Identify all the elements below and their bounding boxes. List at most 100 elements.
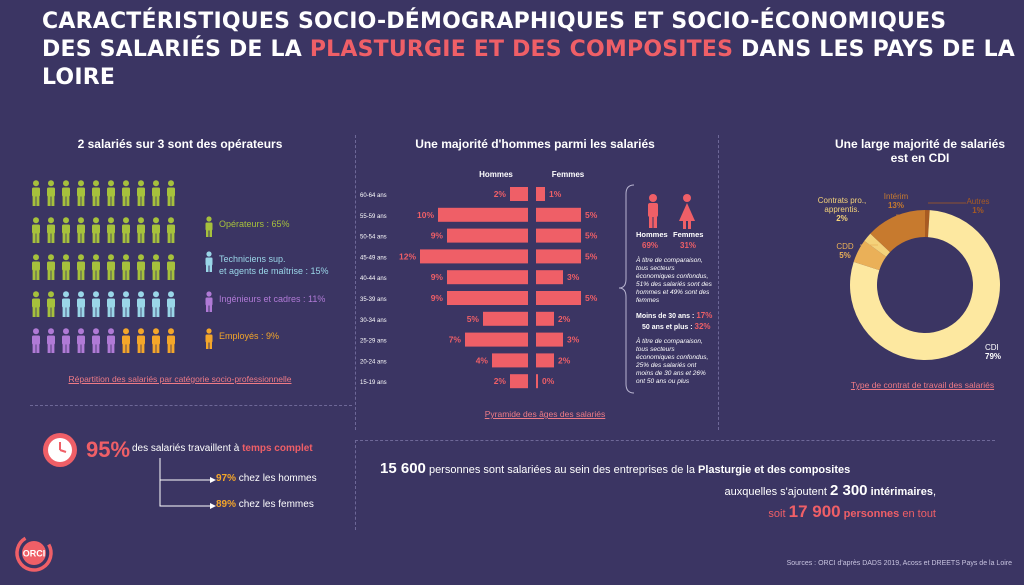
person-icon [107, 291, 115, 317]
donut-slice [925, 210, 930, 238]
pyramid-col-men: Hommes [479, 170, 513, 179]
person-icon [205, 328, 213, 349]
summary-line-2: auxquelles s'ajoutent 2 300 intérimaires… [724, 482, 936, 499]
csp-section-title: 2 salariés sur 3 sont des opérateurs [77, 137, 283, 151]
pyramid-bar-women [536, 311, 554, 326]
age-over50: 50 ans et plus : 32% [642, 322, 711, 331]
donut-value: 2% [836, 214, 848, 223]
separator [30, 405, 352, 406]
pyramid-col-women: Femmes [552, 170, 585, 179]
pyramid-bar-women [536, 374, 538, 389]
pyramid-bar-men [438, 207, 528, 222]
pyramid-label-men: 4% [476, 355, 489, 365]
fulltime-pct: 95% [86, 437, 131, 462]
page-title: CARACTÉRISTIQUES SOCIO-DÉMOGRAPHIQUES ET… [42, 8, 1024, 92]
pyramid-label-men: 2% [494, 189, 507, 199]
pyramid-age-label: 50-54 ans [360, 235, 387, 241]
pyramid-bar-women [536, 249, 581, 264]
csp-link[interactable]: Répartition des salariés par catégorie s… [68, 374, 292, 384]
contract-link[interactable]: Type de contrat de travail des salariés [850, 380, 995, 390]
person-icon [152, 217, 160, 243]
person-icon [107, 180, 115, 206]
fulltime-men: 97% chez les hommes [216, 473, 317, 484]
pyramid-age-label: 40-44 ans [360, 276, 387, 282]
gender-women-label: Femmes [673, 230, 704, 239]
pyramid-title: Une majorité d'hommes parmi les salariés [415, 137, 655, 151]
pyramid-label-women: 5% [585, 293, 598, 303]
person-icon [32, 254, 40, 280]
pyramid-bar-women [536, 353, 554, 368]
person-icon [167, 291, 175, 317]
person-icon [167, 217, 175, 243]
pyramid-bar-men [447, 291, 528, 305]
fulltime-arrows [159, 458, 216, 509]
title-highlight: PLASTURGIE ET DES COMPOSITES [309, 37, 734, 62]
gender-men-pct: 69% [642, 241, 659, 250]
pyramid-age-label: 55-59 ans [360, 214, 387, 220]
person-icon [137, 217, 145, 243]
pyramid-label-men: 12% [399, 251, 416, 261]
person-icon [92, 291, 100, 317]
pyramid-label-women: 2% [558, 314, 571, 324]
person-icon [92, 217, 100, 243]
person-icon [152, 291, 160, 317]
age-note: À titre de comparaison, tous secteurs éc… [636, 338, 709, 385]
person-icon [205, 216, 213, 237]
person-icon [32, 180, 40, 206]
person-icon [62, 328, 70, 353]
pyramid-bar-men [483, 311, 528, 326]
person-icon [77, 291, 85, 317]
person-icon [137, 254, 145, 280]
donut-label: CDD [836, 242, 854, 251]
title-line-2: DES SALARIÉS DE LA PLASTURGIE ET DES COM… [42, 37, 1016, 90]
person-icon [205, 291, 213, 312]
donut-slice [850, 210, 1000, 360]
pyramid-bar-women [536, 228, 581, 243]
person-icon [77, 328, 85, 353]
pyramid-label-men: 10% [417, 210, 434, 220]
donut-label: apprentis. [824, 205, 859, 214]
donut-label: Contrats pro., [818, 196, 866, 205]
woman-icon [679, 194, 695, 229]
source-note: Sources : ORCI d'après DADS 2019, Acoss … [786, 560, 1012, 567]
age-under30: Moins de 30 ans : 17% [636, 311, 713, 320]
bracket [618, 184, 635, 394]
man-icon [648, 194, 658, 228]
summary-line-1: 15 600 personnes sont salariées au sein … [380, 460, 851, 477]
person-icon [62, 291, 70, 317]
pyramid-bar-men [510, 187, 528, 201]
person-icon [77, 180, 85, 206]
pyramid-bar-men [420, 249, 528, 264]
pyramid-label-men: 7% [449, 335, 462, 345]
separator [718, 135, 719, 430]
person-icon [47, 328, 55, 353]
donut-value: 5% [839, 251, 851, 260]
pyramid-bar-women [536, 207, 581, 222]
person-icon [32, 291, 40, 317]
pyramid-age-label: 60-64 ans [360, 193, 387, 199]
title-line-1: CARACTÉRISTIQUES SOCIO-DÉMOGRAPHIQUES ET… [42, 9, 947, 34]
person-icon [92, 328, 100, 353]
pyramid-bar-men [447, 228, 528, 243]
pyramid-age-label: 35-39 ans [360, 297, 387, 303]
person-icon [167, 328, 175, 353]
person-icon [152, 180, 160, 206]
pyramid-label-women: 0% [542, 376, 555, 386]
pyramid-label-women: 1% [549, 189, 562, 199]
csp-pictogram [32, 180, 175, 353]
pyramid-age-label: 45-49 ans [360, 255, 387, 261]
person-icon [107, 217, 115, 243]
fulltime-text: des salariés travaillent à temps complet [132, 443, 313, 454]
pyramid-age-label: 20-24 ans [360, 359, 387, 365]
svg-text:ORCI: ORCI [23, 549, 46, 559]
pyramid-bar-men [465, 332, 528, 347]
person-icon [47, 291, 55, 317]
donut-value: 13% [888, 201, 904, 210]
pyramid-label-women: 5% [585, 210, 598, 220]
pyramid-label-men: 2% [494, 376, 507, 386]
pyramid-bar-women [536, 291, 581, 305]
pyramid-link[interactable]: Pyramide des âges des salariés [484, 409, 606, 419]
pyramid-label-men: 5% [467, 314, 480, 324]
pyramid-bar-women [536, 187, 545, 201]
